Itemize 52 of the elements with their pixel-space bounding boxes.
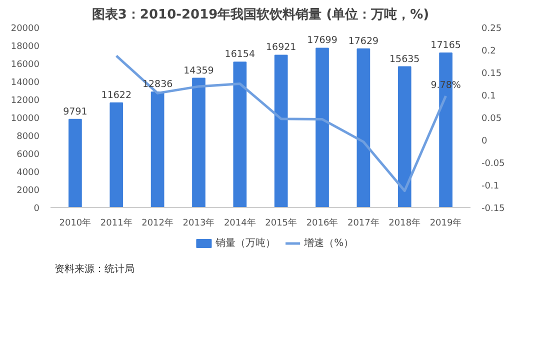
y2-tick-label: -0.05: [482, 159, 505, 169]
y2-tick-label: 0: [482, 136, 488, 146]
data-label: 16154: [224, 49, 256, 60]
y2-tick-label: 0.05: [482, 114, 502, 124]
data-label: 14359: [184, 65, 214, 76]
bar: [356, 48, 370, 208]
y-tick-label: 16000: [10, 60, 40, 70]
y2-tick-label: -0.1: [482, 182, 500, 192]
bar: [110, 102, 124, 208]
bar: [274, 54, 288, 208]
x-tick-label: 2019年: [430, 218, 462, 228]
y-tick-label: 8000: [16, 132, 40, 142]
y-tick-label: 6000: [16, 150, 40, 160]
x-tick-label: 2015年: [265, 218, 298, 228]
bar: [68, 118, 82, 208]
y-tick-label: 4000: [16, 168, 40, 178]
x-tick-label: 2013年: [182, 218, 215, 228]
x-tick-label: 2016年: [306, 218, 338, 228]
bar: [192, 78, 206, 208]
data-label: 17629: [348, 36, 379, 47]
bar: [398, 66, 412, 208]
y2-tick-label: 0.2: [482, 46, 496, 56]
data-label: 15635: [390, 54, 420, 65]
legend-label: 销量（万吨）: [214, 237, 276, 249]
legend-label: 增速（%）: [303, 237, 354, 249]
y-tick-label: 2000: [16, 186, 40, 196]
x-tick-label: 2017年: [347, 218, 380, 228]
x-tick-label: 2010年: [59, 218, 92, 228]
y-tick-label: 10000: [10, 114, 40, 124]
x-tick-label: 2018年: [388, 218, 421, 228]
y2-tick-label: 0.1: [482, 92, 496, 102]
text: 资料来源：统计局: [54, 263, 135, 275]
bar: [150, 91, 164, 208]
bar: [316, 48, 329, 208]
x-tick-label: 2012年: [142, 218, 174, 228]
data-label: 16921: [266, 42, 296, 54]
y-tick-label: 0: [34, 204, 40, 214]
y2-tick-label: 0.15: [482, 69, 502, 79]
data-label: 17699: [307, 35, 338, 46]
data-label: 11622: [101, 90, 132, 101]
chart-title: 图表3：2010-2019年我国软饮料销量 (单位：万吨，%): [92, 6, 430, 22]
y-tick-label: 12000: [10, 96, 40, 106]
y2-tick-label: 0.25: [482, 24, 502, 34]
x-tick-label: 2011年: [100, 218, 132, 228]
y-tick-label: 20000: [10, 24, 40, 34]
x-tick-label: 2014年: [224, 218, 256, 228]
y-tick-label: 14000: [10, 78, 40, 88]
bar: [233, 62, 247, 208]
y-tick-label: 18000: [10, 42, 40, 52]
y2-tick-label: -0.15: [482, 204, 505, 214]
data-label: 17165: [430, 40, 461, 52]
data-label: 9791: [63, 106, 88, 118]
